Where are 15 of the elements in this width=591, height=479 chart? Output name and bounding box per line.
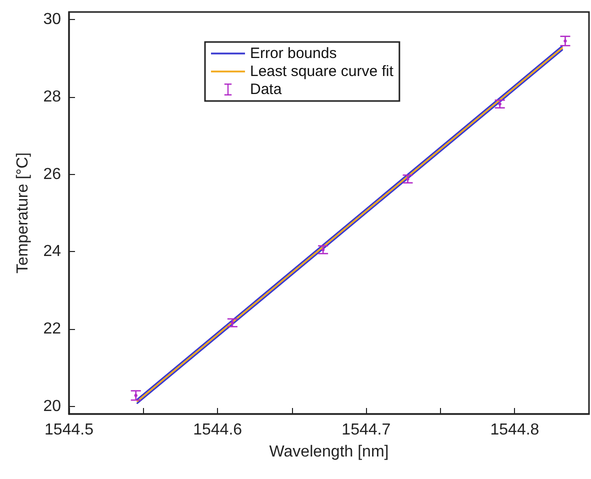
x-tick-label: 1544.8 [490, 422, 540, 438]
x-tick-label: 1544.6 [193, 422, 242, 438]
y-tick-label: 22 [43, 320, 62, 338]
y-tick-label: 20 [43, 398, 62, 415]
x-axis-title: Wavelength [nm] [269, 444, 389, 460]
legend-label: Error bounds [250, 45, 337, 62]
y-tick-label: 30 [43, 11, 62, 28]
y-tick-label: 26 [43, 166, 62, 183]
y-axis-title: Temperature [°C] [14, 152, 32, 274]
legend-label: Data [250, 81, 282, 98]
y-tick-label: 24 [43, 243, 62, 260]
x-tick-label: 1544.5 [44, 422, 94, 438]
x-tick-label: 1544.7 [342, 422, 391, 438]
y-tick-label: 28 [43, 88, 62, 106]
legend-label: Least square curve fit [250, 63, 394, 80]
